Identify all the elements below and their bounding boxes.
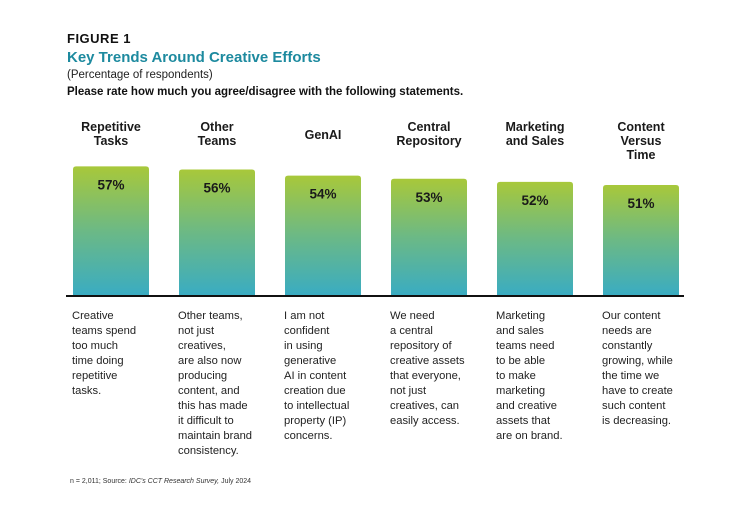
description-line: too much [72,340,119,352]
description-line: generative [284,355,337,367]
chart-subtitle: (Percentage of respondents) [67,69,213,81]
value-label: 53% [415,190,442,205]
description-line: Other teams, [178,310,243,322]
footnote: n = 2,011; Source: IDC's CCT Research Su… [70,478,251,485]
description-line: easily access. [390,415,460,427]
description-line: growing, while [602,355,673,367]
description-line: are on brand. [496,430,563,442]
description-line: the time we [602,370,660,382]
description-line: tasks. [72,385,102,397]
description-line: such content [602,400,666,412]
category-labels-group: Repetitive Tasks Other Teams GenAI Central Rep… [81,120,665,162]
value-label: 56% [203,180,230,195]
description-line: have to create [602,385,673,397]
value-label: 57% [97,177,124,192]
description-line: creatives, [178,340,226,352]
description-line: repository of [390,340,452,352]
description-line: and sales [496,325,544,337]
description-line: is decreasing. [602,415,672,427]
description-line: in using [284,340,323,352]
value-label: 51% [627,196,654,211]
description-line: concerns. [284,430,333,442]
footnote-date: July 2024 [219,478,252,485]
statement-description: We need a central repository of creative as… [390,309,486,429]
bar [179,169,255,295]
statement-description: Other teams, not just creatives, are also n… [178,309,274,459]
description-line: not just [390,385,427,397]
statement-description: Our content needs are constantly growing, w… [602,309,698,429]
description-line: to make [496,370,536,382]
description-line: to be able [496,355,546,367]
bar [391,178,467,295]
category-label: GenAI [305,128,342,142]
value-label: 52% [521,193,548,208]
statement-description: I am not confident in using generative AI in… [284,309,380,444]
description-line: creation due [284,385,346,397]
bars-group [73,166,679,295]
value-labels-group: 57% 56% 54% 53% 52% 51% [97,177,654,211]
description-line: marketing [496,385,546,397]
description-line: consistency. [178,445,239,457]
survey-question: Please rate how much you agree/disagree … [67,86,464,98]
description-line: Creative [72,310,114,322]
description-line: a central [390,325,433,337]
description-line: creative assets [390,355,465,367]
description-line: are also now [178,355,242,367]
description-line: constantly [602,340,653,352]
description-line: repetitive [72,370,118,382]
description-line: property (IP) [284,415,347,427]
description-line: not just [178,325,215,337]
description-line: AI in content [284,370,347,382]
bar [603,184,679,295]
bar [73,166,149,295]
description-line: We need [390,310,435,322]
description-line: and creative [496,400,557,412]
description-line: it difficult to [178,415,234,427]
description-line: creatives, can [390,400,460,412]
category-label: Other Teams [198,120,237,148]
description-line: I am not [284,310,325,322]
bar [285,175,361,295]
description-line: confident [284,325,330,337]
value-label: 54% [309,187,336,202]
category-label: Repetitive Tasks [81,120,141,148]
footnote-source: IDC's CCT Research Survey, [128,478,220,485]
description-line: time doing [72,355,124,367]
description-line: teams need [496,340,555,352]
bar [497,181,573,295]
description-line: to intellectual [284,400,350,412]
category-label: Content Versus Time [617,120,665,162]
description-line: producing [178,370,228,382]
statement-description: Marketing and sales teams need to be able to… [496,309,592,444]
description-line: content, and [178,385,240,397]
figure-label: FIGURE 1 [67,31,131,46]
description-line: that everyone, [390,370,461,382]
description-line: maintain brand [178,430,253,442]
description-line: needs are [602,325,652,337]
statement-description: Creative teams spend too much time doing rep… [72,309,168,399]
description-line: assets that [496,415,551,427]
description-line: Marketing [496,310,546,322]
category-label: Marketing and Sales [505,120,564,148]
description-line: this has made [178,400,248,412]
description-line: teams spend [72,325,137,337]
chart-title: Key Trends Around Creative Efforts [67,49,321,66]
description-line: Our content [602,310,661,322]
footnote-prefix: n = 2,011; Source: [70,478,129,485]
category-label: Central Repository [396,120,461,148]
